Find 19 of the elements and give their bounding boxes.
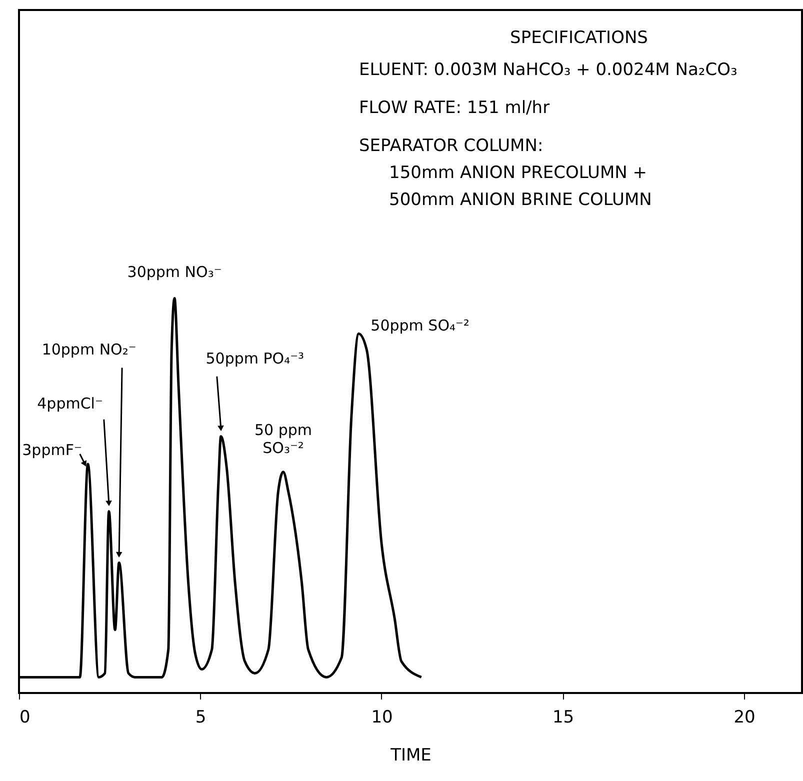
annotation: 4ppmCl⁻: [37, 394, 103, 412]
x-tick-label: 5: [195, 708, 206, 728]
text: FLOW RATE: 151 ml/hr: [359, 98, 550, 118]
annotation: 50ppm PO₄⁻³: [206, 349, 304, 368]
text: SEPARATOR COLUMN:: [359, 136, 544, 156]
annotation: 30ppm NO₃⁻: [127, 263, 222, 282]
text: SPECIFICATIONS: [510, 28, 648, 48]
x-tick-label: 0: [20, 708, 30, 728]
x-axis-title: TIME: [390, 746, 432, 766]
text: ELUENT: 0.003M NaHCO₃ + 0.0024M Na₂CO₃: [359, 60, 738, 80]
annotation: 50 ppm SO₃⁻²: [254, 420, 312, 457]
text: 500mm ANION BRINE COLUMN: [389, 190, 652, 210]
annotation: 50ppm SO₄⁻²: [370, 316, 470, 335]
annotation: 3ppmF⁻: [22, 441, 82, 460]
x-tick-label: 15: [552, 708, 574, 728]
x-tick-label: 10: [371, 708, 393, 728]
text: 150mm ANION PRECOLUMN +: [389, 163, 647, 183]
x-tick-label: 20: [734, 708, 756, 728]
annotation: 10ppm NO₂⁻: [42, 340, 136, 359]
